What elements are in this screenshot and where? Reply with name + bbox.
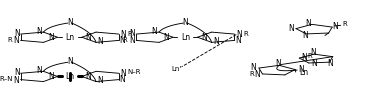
Text: N: N — [36, 66, 42, 75]
Text: N: N — [48, 33, 54, 42]
Text: N: N — [120, 30, 126, 39]
Text: N: N — [67, 57, 73, 66]
Text: N: N — [302, 53, 307, 62]
Text: N: N — [120, 69, 126, 78]
Text: R: R — [123, 37, 127, 43]
Text: N: N — [14, 29, 20, 38]
Text: N: N — [86, 33, 91, 42]
Text: N: N — [254, 70, 260, 79]
Text: R: R — [7, 37, 12, 43]
Text: N: N — [164, 33, 169, 42]
Text: N: N — [250, 63, 256, 72]
Text: R: R — [127, 31, 132, 37]
Text: N: N — [129, 36, 135, 45]
Text: R: R — [243, 31, 248, 37]
Text: N: N — [276, 59, 281, 68]
Text: R: R — [307, 53, 312, 59]
Text: Ln: Ln — [65, 72, 74, 81]
Text: N: N — [36, 27, 42, 36]
Text: N: N — [236, 30, 242, 39]
Text: Ln: Ln — [181, 33, 190, 42]
Text: N: N — [120, 35, 125, 44]
Text: N–R: N–R — [127, 69, 140, 75]
Text: R: R — [250, 71, 254, 77]
Text: N: N — [311, 59, 317, 69]
Text: N: N — [310, 48, 316, 57]
Text: N: N — [183, 18, 188, 27]
Text: N: N — [298, 65, 304, 74]
Text: N: N — [98, 37, 103, 46]
Text: R: R — [342, 21, 347, 27]
Text: Ln': Ln' — [171, 66, 181, 72]
Text: Ln: Ln — [299, 68, 308, 77]
Text: N: N — [201, 33, 207, 42]
Text: N: N — [86, 72, 91, 81]
Text: N: N — [13, 36, 19, 45]
Text: N: N — [327, 59, 333, 68]
Text: N: N — [213, 37, 219, 46]
Text: N: N — [48, 72, 54, 81]
Text: N: N — [98, 76, 103, 85]
Text: N: N — [289, 24, 294, 33]
Text: N: N — [332, 22, 338, 31]
Text: N: N — [14, 68, 20, 77]
Text: N: N — [302, 31, 308, 40]
Text: R–N: R–N — [0, 76, 13, 82]
Text: N: N — [120, 75, 125, 84]
Text: N: N — [235, 35, 241, 44]
Text: N: N — [130, 29, 135, 38]
Text: N: N — [67, 18, 73, 27]
Text: Ln: Ln — [65, 33, 74, 42]
Text: N: N — [152, 27, 158, 36]
Text: N: N — [305, 19, 311, 28]
Text: N: N — [13, 75, 19, 84]
